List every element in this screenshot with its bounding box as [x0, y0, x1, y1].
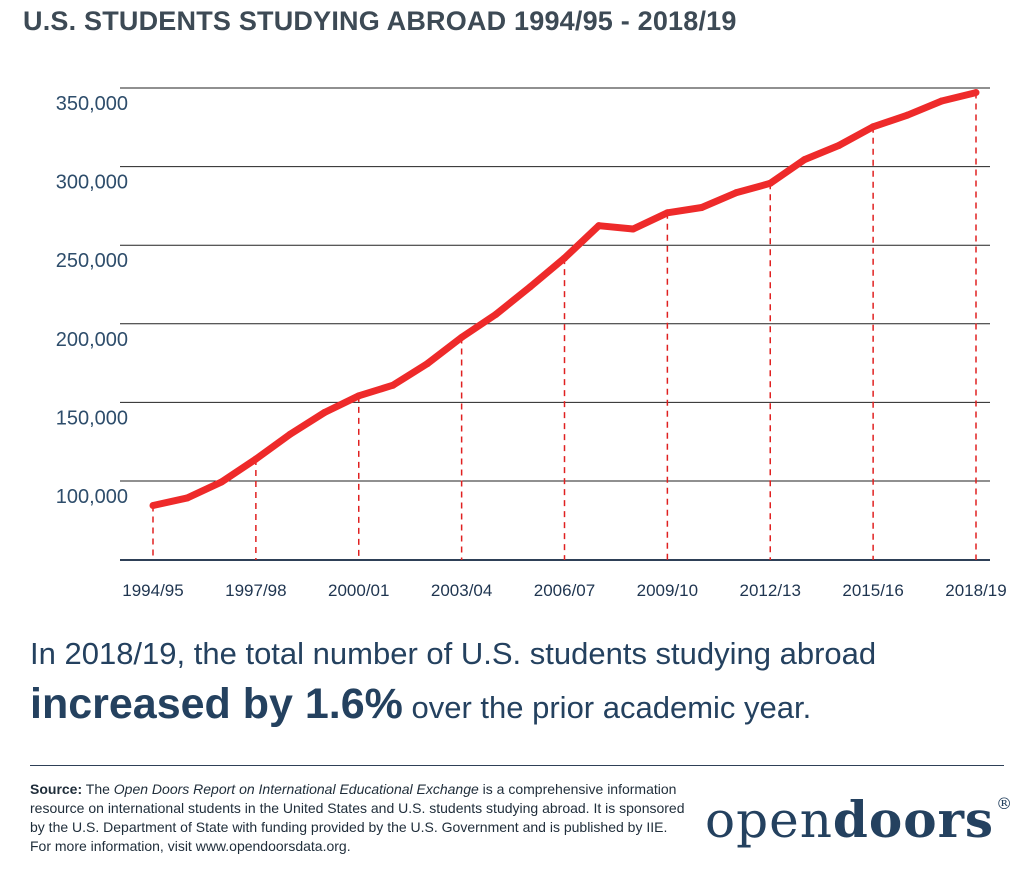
opendoors-logo: opendoors ® [705, 790, 1013, 849]
data-point [835, 142, 843, 150]
headline-text: In 2018/19, the total number of U.S. stu… [30, 636, 877, 671]
data-point [629, 225, 637, 233]
x-tick-label: 2009/10 [637, 581, 698, 600]
logo-open: open [705, 791, 833, 849]
source-report-title: Open Doors Report on International Educa… [113, 781, 479, 797]
highlight-sentence: increased by 1.6% over the prior academi… [30, 680, 811, 729]
x-tick-label: 2000/01 [328, 581, 389, 600]
chart-title: U.S. STUDENTS STUDYING ABROAD 1994/95 - … [23, 6, 737, 36]
y-tick-label: 150,000 [56, 407, 128, 429]
data-point [149, 502, 157, 510]
x-tick-label: 2006/07 [534, 581, 595, 600]
y-tick-label: 350,000 [56, 93, 128, 115]
divider [30, 765, 1004, 766]
x-tick-label: 2015/16 [842, 581, 903, 600]
registered-mark: ® [996, 794, 1014, 813]
data-point [561, 254, 568, 262]
data-point [218, 478, 226, 486]
data-point [869, 123, 877, 131]
x-tick-label: 2012/13 [740, 581, 801, 600]
data-point [286, 430, 294, 438]
data-point [252, 455, 260, 463]
data-point [698, 203, 706, 211]
x-tick-label: 2003/04 [431, 581, 492, 600]
data-point [526, 283, 534, 291]
data-point [458, 333, 466, 341]
data-point [732, 189, 740, 197]
x-tick-label: 1994/95 [122, 581, 183, 600]
data-point [423, 360, 431, 368]
data-point [972, 89, 980, 97]
data-point [938, 97, 946, 105]
series-line [152, 89, 977, 509]
data-point [903, 111, 911, 119]
data-point [355, 392, 363, 400]
data-point [801, 156, 809, 164]
x-tick-label: 1997/98 [225, 581, 286, 600]
data-point [389, 381, 397, 389]
data-point [663, 209, 671, 217]
y-tick-label: 200,000 [56, 329, 128, 351]
data-point [183, 494, 191, 502]
source-body: is a comprehensive information resource … [30, 781, 685, 854]
y-tick-label: 300,000 [56, 172, 128, 194]
highlight-rest: over the prior academic year. [402, 690, 812, 725]
y-tick-label: 250,000 [56, 250, 128, 272]
x-tick-label: 2018/19 [945, 581, 1006, 600]
data-point [492, 310, 500, 318]
data-point [595, 222, 603, 230]
data-point [320, 408, 328, 416]
line-chart: 100,000 150,000 200,000 250,000 300,000 350,0… [56, 87, 1007, 600]
source-pre: The [82, 781, 114, 797]
y-tick-label: 100,000 [56, 486, 128, 508]
logo-doors: doors [832, 790, 995, 849]
source-note: Source: The Open Doors Report on Interna… [30, 780, 690, 856]
data-point [766, 179, 774, 187]
source-label: Source: [30, 781, 83, 797]
highlight-bold: increased by 1.6% [30, 680, 403, 728]
